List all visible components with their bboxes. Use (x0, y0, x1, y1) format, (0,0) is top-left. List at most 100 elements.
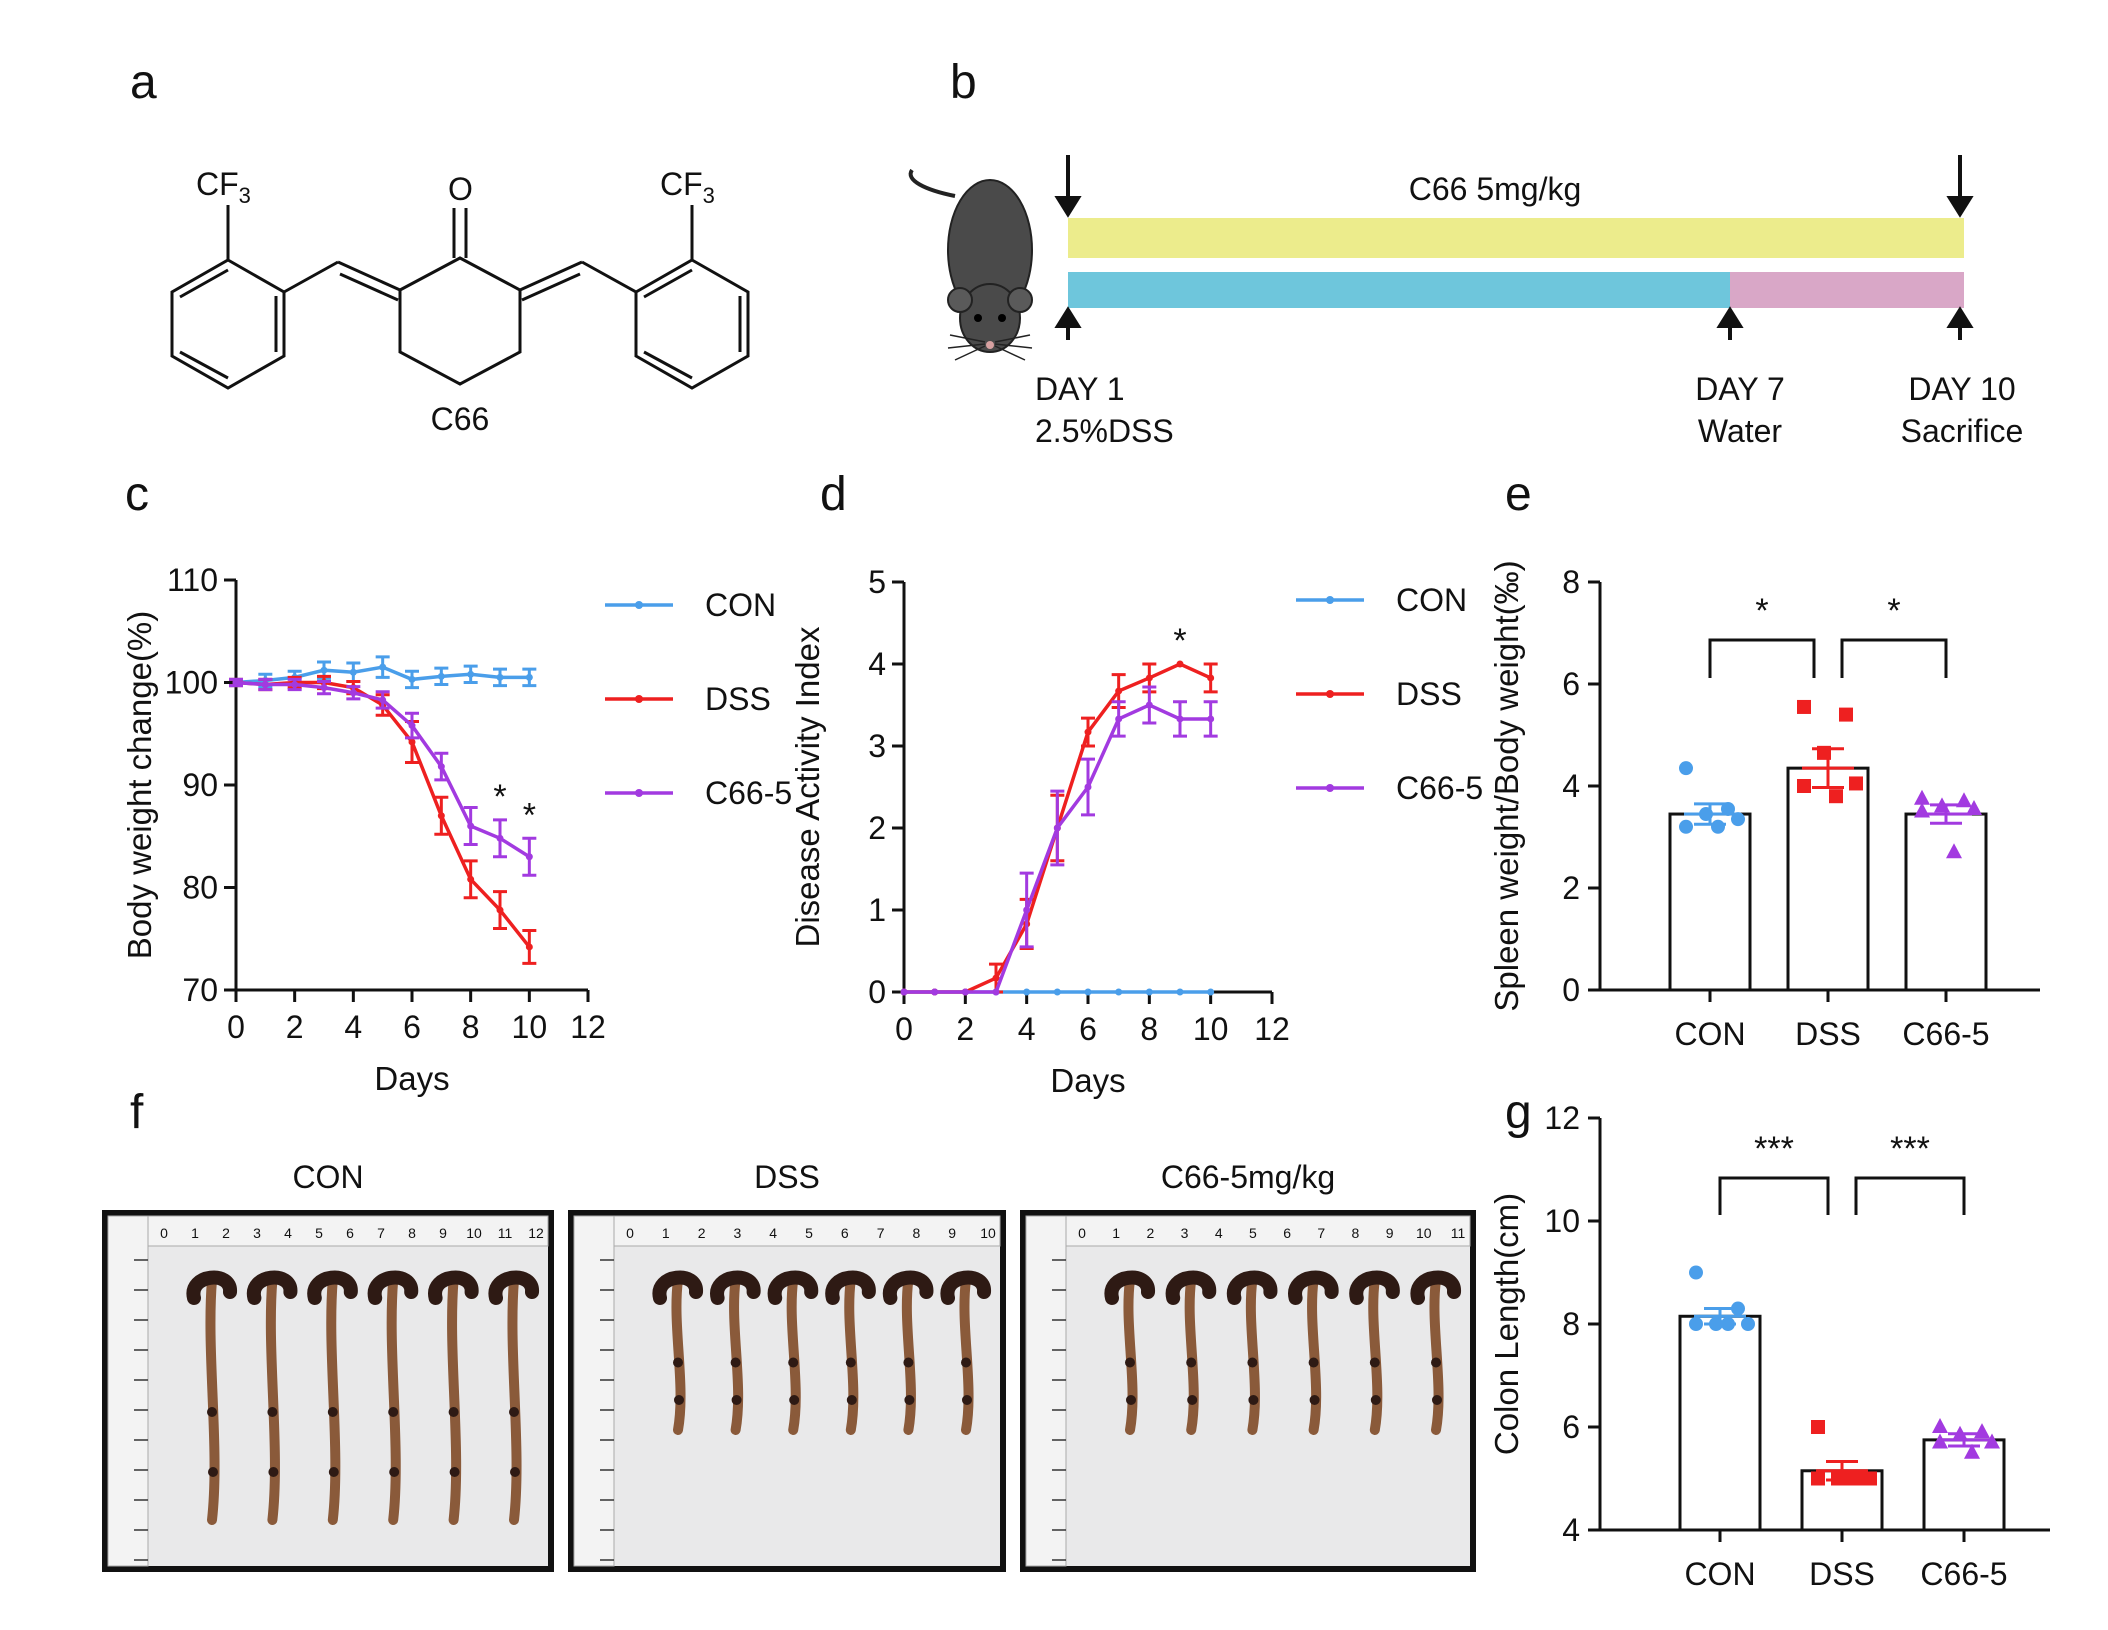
data-point (1934, 797, 1950, 813)
x-tick-label: 8 (1140, 1011, 1158, 1047)
ruler-top (107, 1215, 549, 1247)
ruler-number: 7 (877, 1225, 885, 1241)
legend-label: C66-5 (705, 775, 792, 811)
ruler-number: 9 (948, 1225, 956, 1241)
y-tick-label: 2 (1562, 870, 1580, 906)
panel-letter-e: e (1505, 468, 1532, 521)
ruler-top (1025, 1215, 1471, 1247)
colon-sample (767, 1270, 819, 1435)
cecum (1104, 1270, 1155, 1305)
data-point (992, 988, 1000, 996)
stool-mark (904, 1395, 915, 1405)
data-point (1839, 707, 1853, 722)
colon-body (507, 1275, 522, 1525)
y-tick-label: 6 (1562, 666, 1580, 702)
stool-mark (1369, 1357, 1380, 1368)
data-point (1176, 988, 1184, 996)
chemical-structure (170, 205, 750, 390)
significance-stars: * (1887, 592, 1900, 630)
data-point (1689, 1317, 1703, 1331)
data-point (931, 988, 939, 996)
ruler-number: 4 (284, 1225, 292, 1241)
colon-body (901, 1275, 916, 1435)
dss-bar (1068, 272, 1730, 308)
colon-body (1429, 1275, 1444, 1435)
stool-mark (328, 1467, 339, 1477)
ruler-number: 9 (439, 1225, 447, 1241)
x-tick-label: C66-5 (1920, 1556, 2007, 1592)
colon-body (671, 1275, 686, 1435)
legend-marker (635, 601, 643, 609)
ruler-number: 7 (1317, 1225, 1325, 1241)
ruler-number: 3 (734, 1225, 742, 1241)
panel-letter-a: a (130, 56, 157, 109)
data-point (1831, 1471, 1845, 1486)
legend-label: C66-5 (1396, 770, 1483, 806)
y-tick-label: 5 (868, 564, 886, 600)
cecum (247, 1270, 298, 1305)
significance-star: * (1173, 622, 1186, 660)
stool-mark (389, 1467, 400, 1477)
y-tick-label: 90 (182, 767, 218, 803)
photo-label: C66-5mg/kg (1161, 1159, 1335, 1195)
cecum (1227, 1270, 1278, 1305)
data-point (1115, 687, 1123, 695)
ruler-number: 11 (498, 1225, 513, 1241)
arrow-up-icon (1054, 306, 1082, 328)
panel-letter-d: d (820, 468, 847, 521)
x-tick-label: 6 (1079, 1011, 1097, 1047)
data-point (496, 834, 504, 842)
cecum (1349, 1270, 1400, 1305)
bar-dss (1786, 699, 1870, 992)
data-point (1709, 1317, 1723, 1331)
photo-background (574, 1216, 1000, 1566)
data-point (525, 673, 533, 681)
day10-sub-label: Sacrifice (1901, 413, 2024, 449)
data-point (1966, 799, 1982, 815)
stool-mark (1187, 1395, 1198, 1405)
bar (1678, 1314, 1762, 1532)
cecum (940, 1270, 991, 1305)
stool-mark (961, 1357, 971, 1368)
panel-letter-g: g (1505, 1086, 1532, 1139)
data-point (1721, 1317, 1735, 1331)
stool-mark (1248, 1395, 1259, 1405)
y-tick-label: 12 (1544, 1100, 1580, 1136)
series-c66-5 (229, 677, 537, 877)
stool-mark (268, 1467, 279, 1477)
ruler-number: 0 (626, 1225, 634, 1241)
data-point (437, 763, 445, 771)
data-point (1711, 819, 1725, 834)
colon-sample (652, 1270, 703, 1435)
x-axis-label: Days (374, 1060, 449, 1097)
arrow-down-icon (1054, 196, 1082, 218)
day1-sub-label: 2.5%DSS (1035, 413, 1174, 449)
colon-sample (883, 1270, 934, 1435)
colon-sample (1104, 1270, 1155, 1435)
compound-label: C66 (431, 401, 490, 437)
timeline-arrows (1054, 155, 1974, 340)
legend-marker (635, 695, 643, 703)
x-tick-label: 12 (1254, 1011, 1290, 1047)
data-point (1145, 701, 1153, 709)
y-tick-label: 100 (165, 665, 218, 701)
y-tick-label: 80 (182, 870, 218, 906)
x-tick-label: 2 (286, 1009, 304, 1045)
stool-mark (1432, 1395, 1442, 1405)
legend-marker (1326, 596, 1334, 604)
ruler-number: 8 (1352, 1225, 1360, 1241)
data-point (1932, 1418, 1948, 1433)
colon-sample (247, 1270, 298, 1525)
stool-mark (510, 1467, 520, 1477)
data-point (1176, 715, 1184, 723)
colon-body (205, 1275, 220, 1525)
photo-background (1026, 1216, 1470, 1566)
legend-label: DSS (705, 681, 771, 717)
data-point (1176, 660, 1184, 668)
stool-mark (208, 1467, 218, 1477)
legend-marker (1326, 690, 1334, 698)
data-point (1679, 761, 1693, 776)
data-point (1084, 988, 1092, 996)
ruler-number: 2 (1146, 1225, 1154, 1241)
